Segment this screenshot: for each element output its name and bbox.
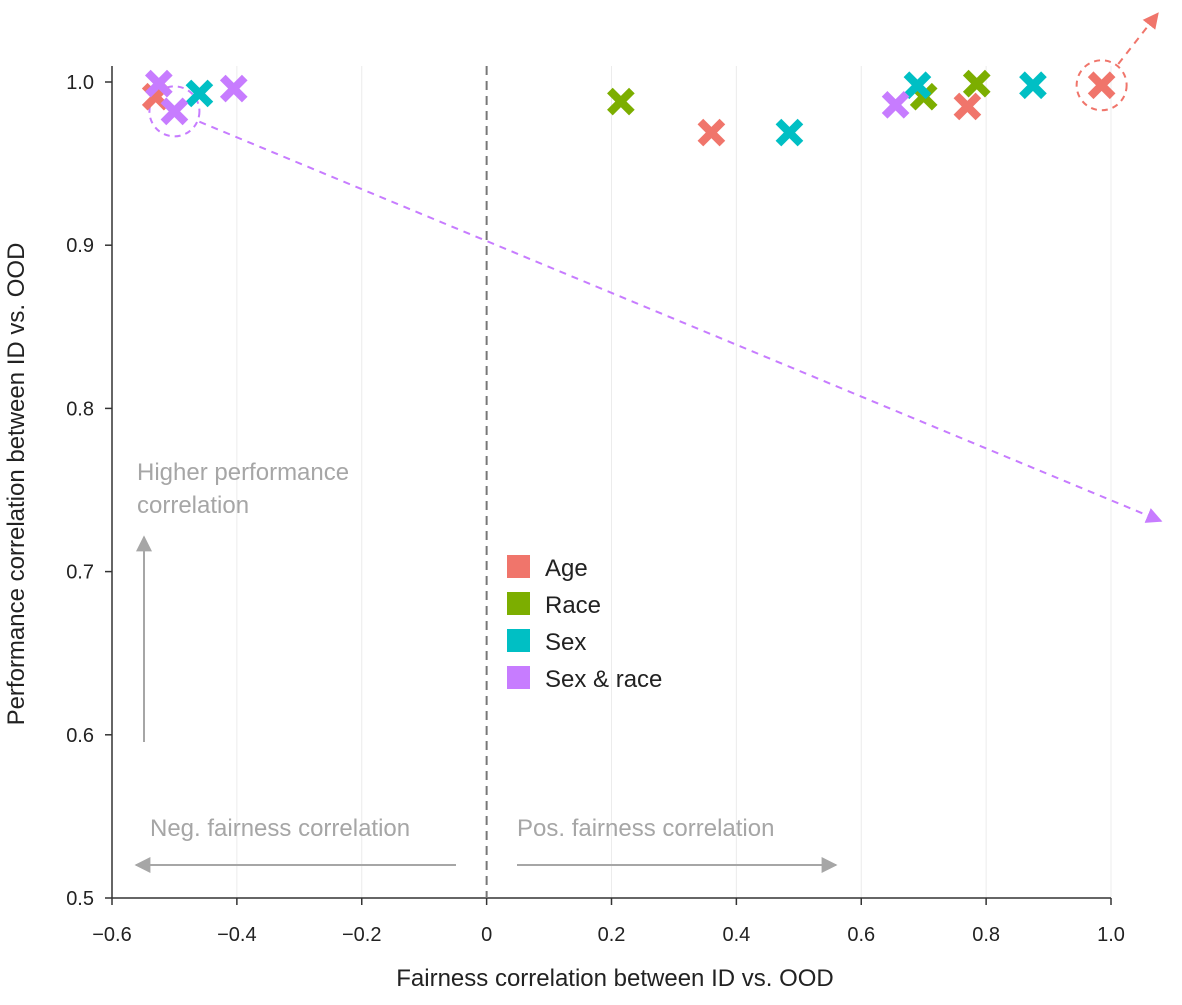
axis-titles: Fairness correlation between ID vs. OOD …: [3, 243, 834, 992]
x-tick-label: 0.8: [972, 924, 1000, 946]
legend: Age Race Sex Sex & race: [507, 555, 662, 693]
higher-performance-label-line2: correlation: [137, 492, 249, 519]
data-point-age: [953, 92, 982, 121]
y-tick-label: 0.9: [66, 235, 94, 257]
y-tick-label: 1.0: [66, 72, 94, 94]
legend-swatch: [507, 629, 530, 652]
legend-label: Sex & race: [545, 666, 662, 693]
data-point-race: [607, 87, 635, 116]
x-tick-label: −0.2: [342, 924, 381, 946]
data-point-age: [697, 118, 726, 147]
y-tick-label: 0.5: [66, 888, 94, 910]
legend-label: Age: [545, 555, 588, 582]
neg-fairness-label: Neg. fairness correlation: [150, 815, 410, 842]
x-axis-title: Fairness correlation between ID vs. OOD: [396, 965, 834, 992]
x-tick-label: 0.2: [598, 924, 626, 946]
legend-swatch: [507, 555, 530, 578]
data-marks: [141, 69, 1116, 147]
axes: −0.6 −0.4 −0.2 0 0.2 0.4 0.6 0.8 1.0 0.5 0.6 0.7 0.8…: [66, 66, 1125, 946]
y-axis-title: Performance correlation between ID vs. O…: [3, 243, 30, 726]
y-tick-label: 0.7: [66, 562, 94, 584]
pos-fairness-label: Pos. fairness correlation: [517, 815, 774, 842]
x-tick-label: −0.6: [92, 924, 131, 946]
data-point-sex: [185, 79, 214, 108]
x-tick-label: 0.4: [722, 924, 750, 946]
x-tick-label: 1.0: [1097, 924, 1125, 946]
highlight-arrow: [1117, 12, 1159, 65]
x-tick-label: 0: [481, 924, 492, 946]
x-tick-label: −0.4: [217, 924, 256, 946]
annotations: Higher performance correlation Neg. fairne…: [134, 12, 1163, 898]
gridlines: [236, 66, 1112, 898]
highlight-arrow: [198, 120, 1163, 523]
data-point-age: [1087, 71, 1116, 100]
higher-performance-label-line1: Higher performance: [137, 459, 349, 486]
data-point-sex: [903, 71, 932, 100]
data-point-sex: [775, 118, 804, 147]
legend-label: Race: [545, 592, 601, 619]
y-tick-label: 0.6: [66, 725, 94, 747]
data-point-sex-race: [219, 74, 248, 103]
legend-swatch: [507, 666, 530, 689]
data-point-sex: [1019, 71, 1047, 100]
data-point-sex-race: [881, 91, 910, 119]
legend-swatch: [507, 592, 530, 615]
data-point-sex-race: [160, 97, 189, 126]
legend-label: Sex: [545, 629, 586, 656]
x-tick-label: 0.6: [847, 924, 875, 946]
highlight-circle: [148, 85, 201, 138]
highlight-circle: [1075, 59, 1128, 112]
data-point-race: [962, 69, 991, 98]
y-tick-label: 0.8: [66, 398, 94, 420]
data-point-sex-race: [144, 69, 173, 98]
